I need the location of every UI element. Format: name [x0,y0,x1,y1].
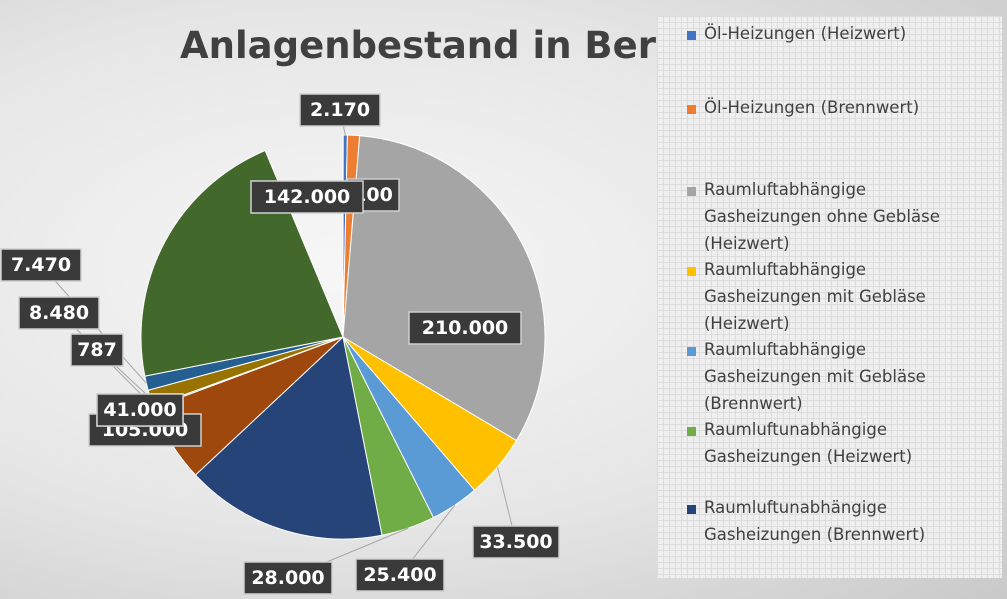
pie-slice-13 [140,149,344,377]
legend-label-2: Raumluftabhängige Gasheizungen ohne Gebl… [704,180,940,253]
legend-item-6: Raumluftunabhängige Gasheizungen (Brennw… [687,498,987,548]
chart-title: Anlagenbestand in Berlin [180,24,708,67]
legend-swatch-2 [687,187,696,196]
data-label-13: 142.000 [264,186,351,208]
data-label-box-13 [250,180,364,214]
chart-legend: Öl-Heizungen (Heizwert) Öl-Heizungen (Bre… [657,16,1002,578]
data-label-1: 2.170 [310,99,370,121]
legend-label-0: Öl-Heizungen (Heizwert) [704,24,907,43]
legend-item-2: Raumluftabhängige Gasheizungen ohne Gebl… [687,180,987,257]
pie-slice-8 [194,336,383,540]
data-label-box-1 [299,93,381,127]
legend-label-1: Öl-Heizungen (Brennwert) [704,98,920,117]
data-label-11: 8.480 [29,302,89,324]
legend-swatch-0 [687,31,696,40]
data-label-7: 28.000 [251,567,324,589]
legend-item-4: Raumluftabhängige Gasheizungen mit Geblä… [687,340,987,417]
legend-label-5: Raumluftunabhängige Gasheizungen (Heizwe… [704,420,913,466]
data-label-box-12 [0,248,82,282]
legend-label-4: Raumluftabhängige Gasheizungen mit Geblä… [704,340,926,413]
data-label-10: 787 [77,339,117,361]
data-label-box-10 [70,333,124,367]
pie-chart: 1002.1706.310210.00033.50025.40028.00010… [0,93,560,595]
legend-label-6: Raumluftunabhängige Gasheizungen (Brennw… [704,498,926,544]
data-label-2: 41.000 [103,399,176,421]
legend-swatch-1 [687,105,696,114]
data-label-6: 25.400 [363,564,436,586]
legend-item-1: Öl-Heizungen (Brennwert) [687,98,987,121]
data-label-5: 33.500 [479,531,552,553]
legend-swatch-3 [687,267,696,276]
legend-swatch-5 [687,427,696,436]
data-label-box-5 [472,525,560,559]
data-label-4: 210.000 [422,317,509,339]
data-label-box-11 [18,296,100,330]
data-label-box-4 [408,311,522,345]
data-label-12: 7.470 [11,254,71,276]
data-label-box-7 [243,561,333,595]
legend-swatch-4 [687,347,696,356]
legend-item-5: Raumluftunabhängige Gasheizungen (Heizwe… [687,420,987,470]
legend-label-3: Raumluftabhängige Gasheizungen mit Geblä… [704,260,926,333]
legend-swatch-6 [687,505,696,514]
pie-slice-4 [342,135,546,442]
data-label-box-2 [96,393,184,427]
legend-item-0: Öl-Heizungen (Heizwert) [687,24,987,47]
legend-item-3: Raumluftabhängige Gasheizungen mit Geblä… [687,260,987,337]
data-label-box-6 [355,558,445,592]
